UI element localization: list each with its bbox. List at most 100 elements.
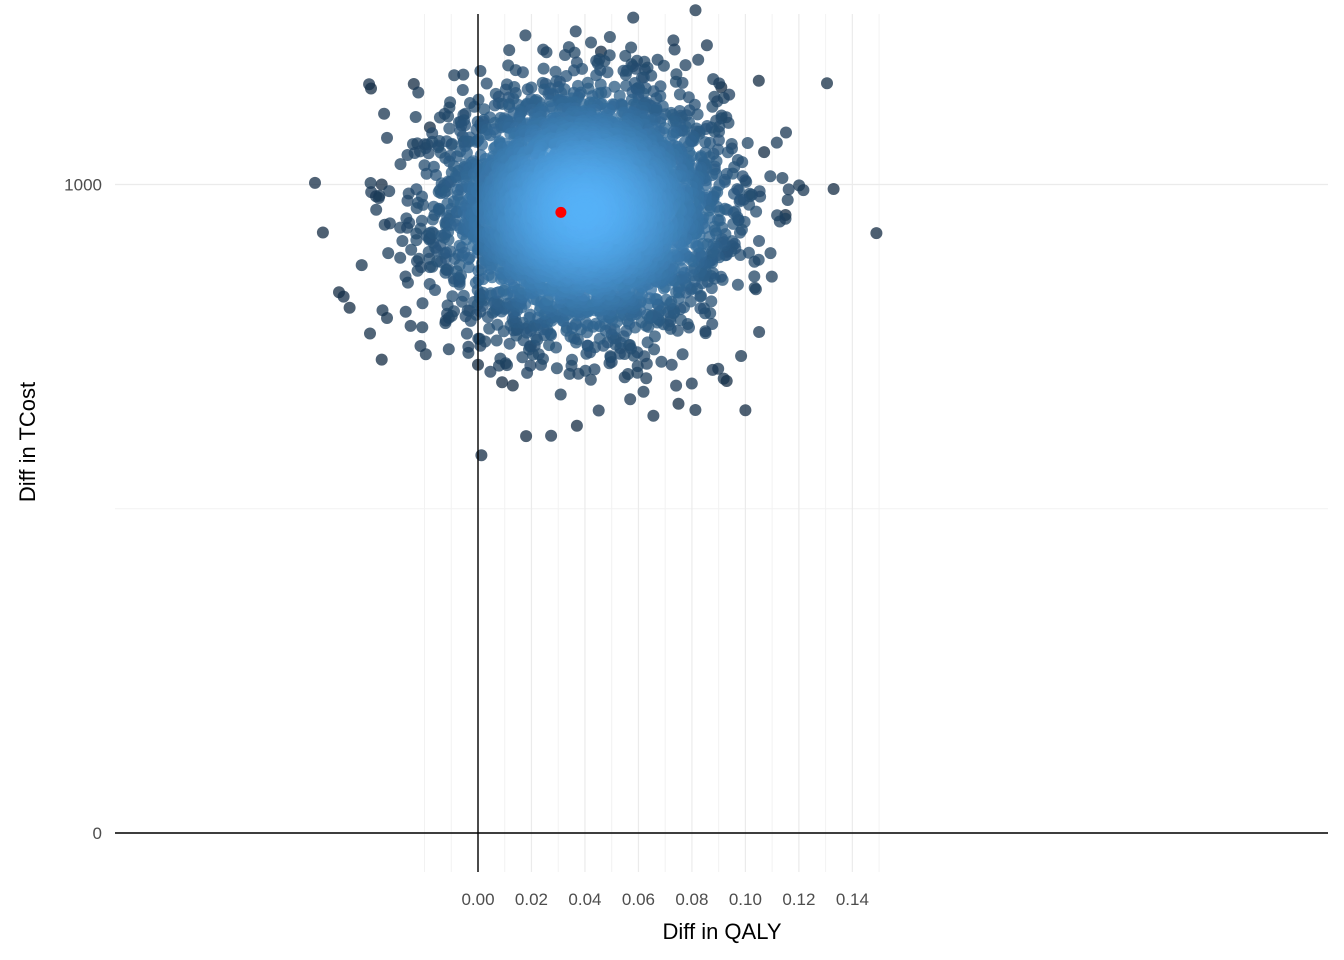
simulation-point [689, 4, 702, 17]
simulation-point [383, 185, 396, 198]
simulation-point [676, 348, 689, 361]
simulation-point [521, 83, 534, 96]
simulation-point [601, 66, 614, 79]
simulation-point [503, 337, 516, 350]
simulation-point [370, 203, 383, 216]
simulation-point [781, 194, 794, 206]
simulation-point [412, 86, 425, 99]
simulation-point [457, 289, 470, 302]
simulation-point [460, 146, 473, 159]
simulation-point [569, 25, 582, 38]
simulation-point [479, 335, 492, 348]
simulation-point [570, 419, 583, 432]
simulation-point [764, 170, 777, 183]
simulation-point [422, 147, 435, 160]
simulation-point [694, 302, 707, 315]
simulation-point [748, 255, 761, 268]
simulation-point [655, 355, 668, 368]
simulation-point [735, 350, 748, 362]
simulation-point [647, 409, 660, 422]
simulation-point [624, 393, 637, 406]
simulation-point [727, 217, 740, 230]
simulation-point [731, 278, 744, 291]
simulation-point [416, 297, 429, 310]
simulation-point [619, 68, 632, 81]
simulation-point [692, 53, 705, 66]
simulation-point [753, 235, 765, 247]
simulation-point [455, 269, 467, 282]
simulation-point [457, 68, 470, 81]
simulation-point [337, 290, 350, 303]
simulation-point [364, 327, 376, 340]
simulation-point [699, 136, 712, 149]
simulation-point [382, 247, 395, 260]
simulation-point [524, 308, 537, 321]
simulation-point [460, 327, 473, 340]
simulation-point [870, 227, 883, 240]
simulation-point [417, 198, 429, 211]
simulation-point [480, 77, 493, 90]
simulation-point [537, 62, 550, 75]
simulation-point [459, 119, 472, 132]
simulation-point [603, 31, 616, 43]
simulation-point [667, 34, 680, 47]
simulation-point [453, 259, 466, 272]
simulation-point [445, 138, 458, 151]
simulation-point [689, 404, 702, 416]
simulation-point [516, 66, 529, 79]
simulation-point [394, 251, 407, 264]
simulation-point [414, 340, 427, 352]
simulation-point [793, 179, 806, 192]
simulation-point [685, 377, 698, 390]
simulation-point [363, 78, 376, 91]
simulation-point [608, 80, 621, 93]
simulation-point [426, 127, 439, 140]
simulation-point [383, 217, 396, 230]
simulation-point [673, 88, 686, 101]
simulation-point [399, 270, 412, 283]
simulation-point [416, 321, 429, 334]
simulation-point [748, 281, 761, 294]
simulation-point [684, 295, 697, 308]
simulation-point [355, 259, 368, 272]
simulation-point [739, 404, 752, 417]
simulation-point [446, 290, 459, 303]
simulation-point [657, 59, 670, 72]
simulation-point [707, 73, 720, 86]
simulation-point [381, 131, 393, 144]
simulation-point [475, 449, 488, 462]
simulation-point [316, 226, 329, 239]
simulation-point [456, 84, 469, 96]
simulation-point [376, 304, 389, 317]
simulation-point [559, 49, 571, 61]
simulation-point [429, 284, 441, 296]
simulation-point [430, 169, 442, 181]
simulation-point [443, 122, 456, 135]
simulation-point [734, 226, 746, 239]
simulation-point [566, 353, 578, 366]
simulation-point [415, 214, 428, 227]
simulation-point [665, 358, 678, 371]
simulation-point [579, 364, 592, 377]
simulation-point [540, 46, 553, 59]
simulation-point [403, 216, 416, 229]
simulation-point [545, 429, 558, 442]
simulation-point [752, 74, 765, 87]
simulation-point [771, 209, 784, 222]
simulation-point [584, 373, 597, 386]
simulation-point [474, 65, 487, 77]
simulation-point [590, 69, 603, 82]
simulation-point [604, 350, 617, 363]
simulation-point [520, 430, 533, 443]
simulation-point [309, 176, 321, 189]
simulation-point [669, 75, 682, 88]
simulation-point [496, 376, 509, 389]
simulation-point [741, 137, 754, 149]
simulation-point [712, 134, 725, 147]
simulation-point [442, 110, 455, 123]
simulation-point [543, 339, 556, 352]
simulation-point [782, 183, 795, 196]
simulation-points [309, 4, 883, 462]
simulation-point [821, 77, 833, 90]
